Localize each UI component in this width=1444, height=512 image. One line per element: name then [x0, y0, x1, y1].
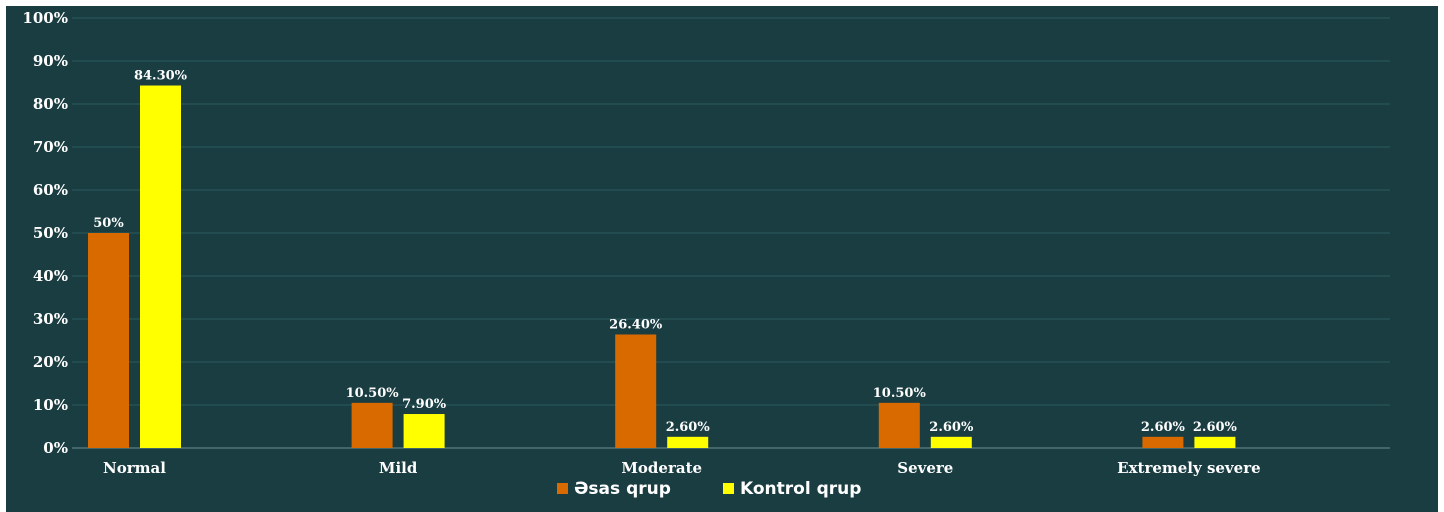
y-tick-label: 100%	[22, 9, 68, 27]
bar-kontrol-normal	[140, 85, 181, 448]
x-category-label: Extremely severe	[1117, 459, 1261, 477]
x-axis-categories: Normal Mild Moderate Severe Extremely severe	[103, 459, 1261, 477]
bar-esas-mild	[351, 402, 393, 448]
data-label: 84.30%	[134, 69, 188, 84]
data-label: 7.90%	[402, 397, 447, 412]
y-tick-label: 70%	[33, 138, 68, 156]
data-label: 2.60%	[929, 420, 974, 435]
data-label: 10.50%	[873, 386, 927, 401]
bar-kontrol-moderate	[667, 436, 709, 448]
data-label: 10.50%	[346, 386, 400, 401]
y-axis-ticks: 0% 10% 20% 30% 40% 50% 60% 70% 80% 90% 100%	[22, 9, 68, 457]
bar-esas-extremely-severe	[1142, 436, 1184, 448]
legend-label: Əsas qrup	[574, 479, 671, 499]
data-label: 2.60%	[1141, 420, 1186, 435]
grid-lines	[72, 17, 1390, 449]
chart-container: 0% 10% 20% 30% 40% 50% 60% 70% 80% 90% 100% 50% 84.…	[6, 6, 1438, 512]
data-label: 2.60%	[666, 420, 711, 435]
y-tick-label: 80%	[33, 95, 68, 113]
y-tick-label: 60%	[33, 181, 68, 199]
y-tick-label: 30%	[33, 310, 68, 328]
x-category-label: Normal	[103, 459, 166, 477]
y-tick-label: 90%	[33, 52, 68, 70]
y-tick-label: 50%	[33, 224, 68, 242]
bar-esas-moderate	[615, 334, 657, 448]
legend-swatch	[557, 483, 568, 494]
bar-kontrol-extremely-severe	[1194, 436, 1236, 448]
data-label: 50%	[93, 216, 124, 231]
bar-kontrol-severe	[930, 436, 972, 448]
y-tick-label: 40%	[33, 267, 68, 285]
x-category-label: Mild	[379, 459, 418, 477]
y-tick-label: 20%	[33, 353, 68, 371]
x-category-label: Severe	[897, 459, 953, 477]
data-label: 26.40%	[609, 317, 663, 332]
bar-esas-normal	[88, 233, 129, 448]
x-category-label: Moderate	[621, 459, 702, 477]
legend-swatch	[723, 483, 734, 494]
legend: Əsas qrup Kontrol qrup	[557, 479, 861, 499]
y-tick-label: 10%	[33, 396, 68, 414]
data-labels: 50%84.30%10.50%7.90%26.40%2.60%10.50%2.6…	[93, 69, 1237, 435]
bar-esas-severe	[878, 402, 920, 448]
bar-kontrol-mild	[403, 414, 445, 448]
bars	[88, 85, 1236, 448]
data-label: 2.60%	[1193, 420, 1238, 435]
bar-chart: 0% 10% 20% 30% 40% 50% 60% 70% 80% 90% 100% 50% 84.…	[22, 9, 1390, 499]
legend-label: Kontrol qrup	[740, 479, 861, 499]
y-tick-label: 0%	[43, 439, 68, 457]
